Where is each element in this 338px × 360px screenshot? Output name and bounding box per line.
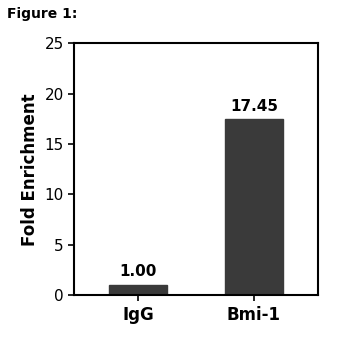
Bar [109,285,167,295]
Text: 1.00: 1.00 [119,264,157,279]
Bar [225,119,283,295]
Text: 17.45: 17.45 [230,99,278,114]
Text: Figure 1:: Figure 1: [7,7,77,21]
Y-axis label: Fold Enrichment: Fold Enrichment [21,93,39,246]
